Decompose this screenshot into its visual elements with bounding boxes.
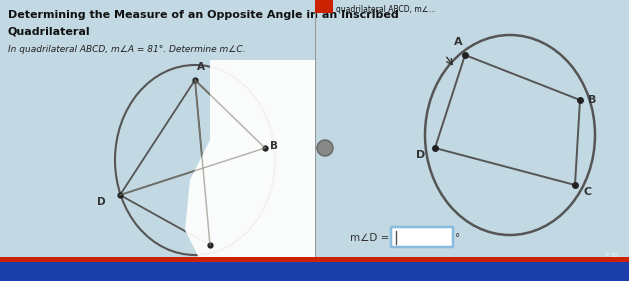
Text: C: C xyxy=(583,187,591,197)
Text: A: A xyxy=(454,37,463,47)
Text: © 20...: © 20... xyxy=(605,253,622,258)
Text: D: D xyxy=(416,150,425,160)
Bar xyxy=(0,257,629,262)
Text: B: B xyxy=(588,95,596,105)
Circle shape xyxy=(317,140,333,156)
Text: D: D xyxy=(97,197,106,207)
Text: quadrilateral ABCD, m∠...: quadrilateral ABCD, m∠... xyxy=(336,5,436,14)
Text: m∠D =: m∠D = xyxy=(350,233,389,243)
Text: A: A xyxy=(197,62,205,72)
Text: In quadrilateral ABCD, m∠A = 81°. Determine m∠C.: In quadrilateral ABCD, m∠A = 81°. Determ… xyxy=(8,45,245,54)
Text: °: ° xyxy=(455,233,460,243)
Text: Determining the Measure of an Opposite Angle in an Inscribed: Determining the Measure of an Opposite A… xyxy=(8,10,399,20)
FancyBboxPatch shape xyxy=(391,227,453,247)
Bar xyxy=(315,0,333,13)
Text: B: B xyxy=(270,141,278,151)
Bar xyxy=(0,261,629,281)
Text: Quadrilateral: Quadrilateral xyxy=(8,26,91,36)
Polygon shape xyxy=(185,60,315,260)
